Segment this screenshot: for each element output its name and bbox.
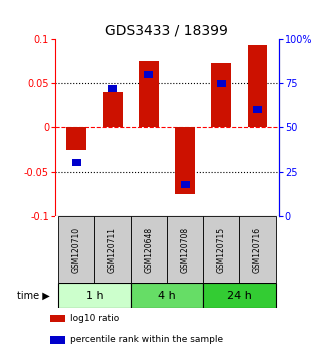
Bar xyxy=(167,216,203,283)
Text: GSM120648: GSM120648 xyxy=(144,227,153,273)
Bar xyxy=(103,92,123,127)
Text: GSM120711: GSM120711 xyxy=(108,227,117,273)
Bar xyxy=(217,80,226,87)
Bar xyxy=(72,159,81,166)
Bar xyxy=(139,61,159,127)
Bar xyxy=(108,85,117,92)
Text: log10 ratio: log10 ratio xyxy=(70,314,119,323)
Bar xyxy=(66,127,86,149)
Title: GDS3433 / 18399: GDS3433 / 18399 xyxy=(106,24,228,38)
Bar xyxy=(239,216,276,283)
Bar xyxy=(131,283,203,308)
Bar xyxy=(58,216,94,283)
Bar xyxy=(211,63,231,127)
Text: 24 h: 24 h xyxy=(227,291,252,301)
Bar xyxy=(50,315,65,322)
Text: GSM120708: GSM120708 xyxy=(180,227,189,273)
Bar xyxy=(58,283,131,308)
Text: GSM120716: GSM120716 xyxy=(253,227,262,273)
Bar xyxy=(50,336,65,344)
Text: GSM120710: GSM120710 xyxy=(72,227,81,273)
Bar xyxy=(131,216,167,283)
Bar xyxy=(180,181,190,188)
Text: GSM120715: GSM120715 xyxy=(217,227,226,273)
Text: percentile rank within the sample: percentile rank within the sample xyxy=(70,335,223,344)
Text: 1 h: 1 h xyxy=(86,291,103,301)
Bar xyxy=(203,216,239,283)
Text: time ▶: time ▶ xyxy=(17,291,50,301)
Bar xyxy=(247,45,267,127)
Bar xyxy=(253,106,262,113)
Text: 4 h: 4 h xyxy=(158,291,176,301)
Bar xyxy=(144,71,153,78)
Bar xyxy=(203,283,276,308)
Bar xyxy=(175,127,195,194)
Bar xyxy=(94,216,131,283)
